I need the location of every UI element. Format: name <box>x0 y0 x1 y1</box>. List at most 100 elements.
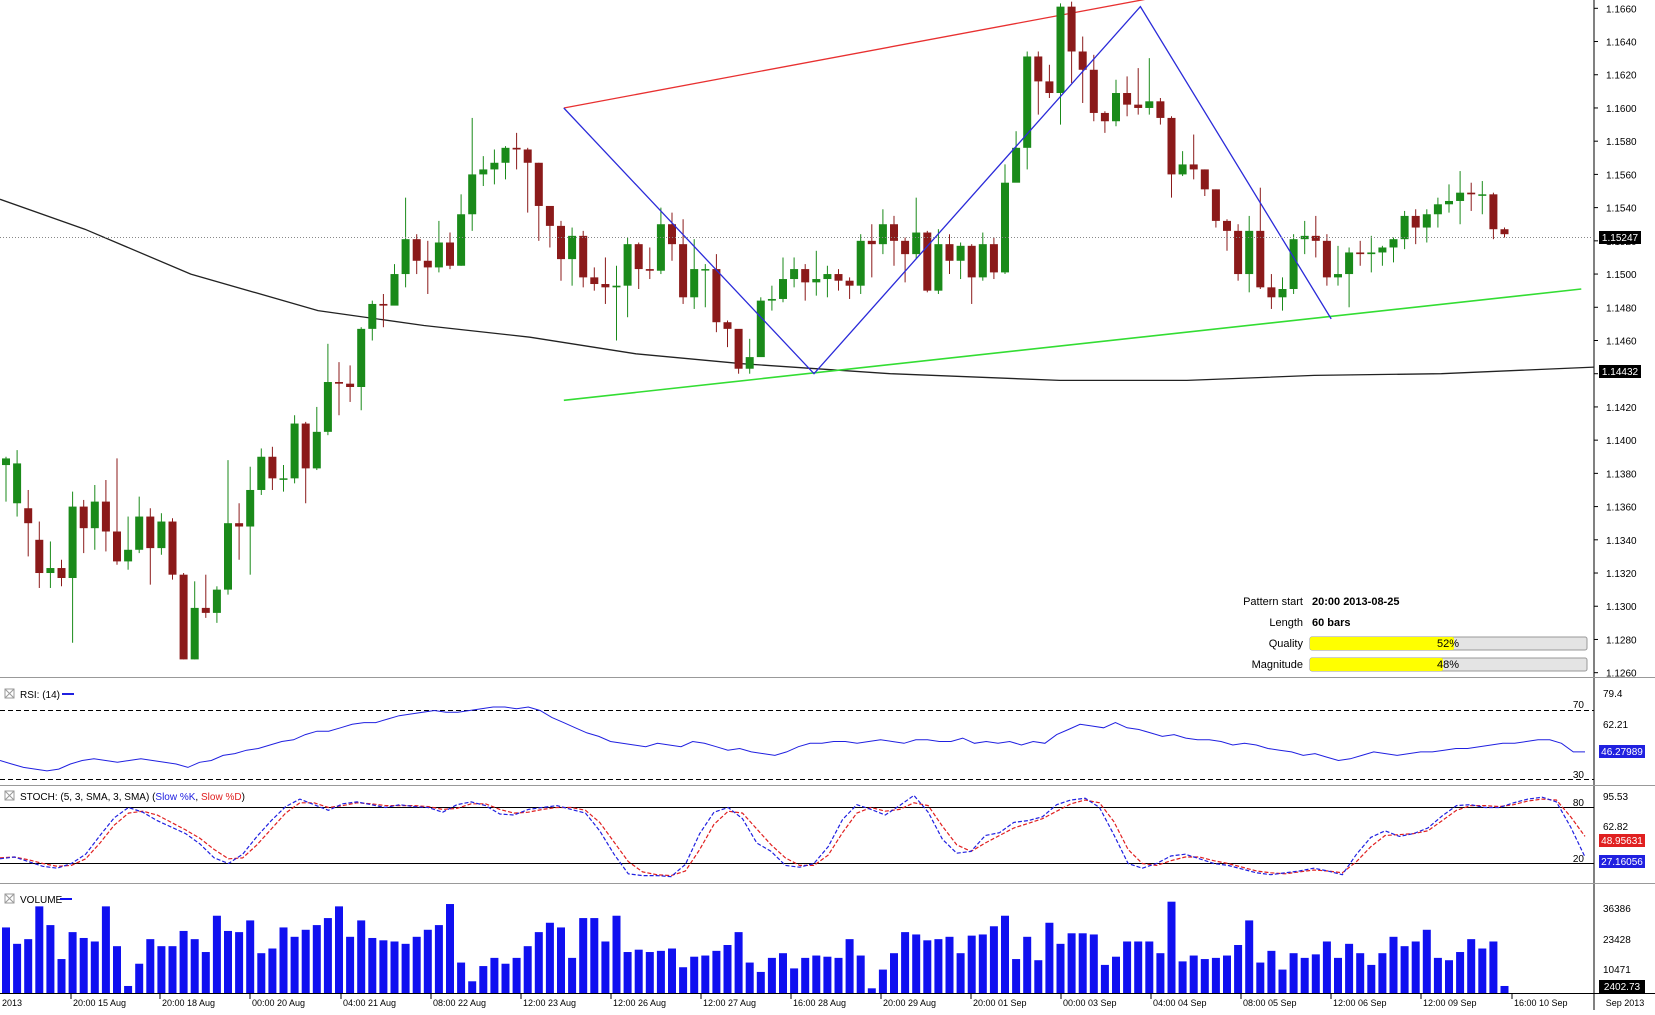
candle-body <box>1145 101 1154 108</box>
candle-body <box>1078 51 1087 70</box>
candle-body <box>701 269 710 271</box>
volume-bar <box>434 925 443 993</box>
candle-body <box>268 456 277 479</box>
candle <box>457 194 466 266</box>
pattern-zigzag <box>563 5 1332 375</box>
volume-bar <box>590 918 599 993</box>
volume-bar <box>212 915 221 993</box>
candle <box>1478 181 1487 215</box>
candle <box>57 559 66 587</box>
candle <box>257 448 266 495</box>
volume-bar <box>801 957 810 993</box>
candle-body <box>1345 252 1354 275</box>
candle <box>1123 76 1132 117</box>
volume-bar <box>13 943 22 993</box>
candle-body <box>878 224 887 245</box>
volume-bar <box>1345 943 1354 993</box>
candle-body <box>190 607 199 660</box>
time-label: 08:00 22 Aug <box>433 998 486 1008</box>
volume-bar <box>479 966 488 993</box>
candle-body <box>357 328 366 387</box>
candle-body <box>623 244 632 286</box>
stoch-close-icon[interactable] <box>4 790 15 801</box>
candle <box>468 117 477 231</box>
candle-body <box>845 280 854 286</box>
candle <box>1056 3 1065 125</box>
candle-body <box>723 322 732 329</box>
candle-body <box>57 568 66 579</box>
volume-bar <box>601 941 610 993</box>
rsi-close-icon[interactable] <box>4 688 15 699</box>
candle <box>368 300 377 341</box>
candle-body <box>601 284 610 288</box>
candle-body <box>212 589 221 613</box>
candle <box>1356 240 1365 266</box>
volume-bar <box>1167 901 1176 993</box>
candle-body <box>1356 252 1365 255</box>
candle <box>623 237 632 318</box>
volume-bar <box>867 988 876 993</box>
candle <box>90 484 99 550</box>
candle-body <box>179 574 188 660</box>
price-tick-label: 1.1340 <box>1606 536 1637 547</box>
time-label: 04:00 04 Sep <box>1153 998 1207 1008</box>
volume-bar <box>224 930 232 993</box>
candle <box>1456 171 1465 225</box>
candle-body <box>490 162 499 170</box>
candle-body <box>1067 6 1076 52</box>
volume-bar <box>401 943 410 993</box>
price-tick-label: 1.1640 <box>1606 38 1637 49</box>
volume-bar <box>1245 920 1254 993</box>
candle <box>1467 182 1476 211</box>
stoch-title: STOCH: (5, 3, SMA, 3, SMA) (Slow %K, Slo… <box>20 792 245 803</box>
candle-body <box>13 463 22 504</box>
candle <box>545 205 554 248</box>
volume-bar <box>124 985 133 993</box>
volume-bar <box>246 920 255 993</box>
volume-bar <box>1311 954 1320 993</box>
magnitude-bar-fill <box>1310 658 1443 671</box>
rsi-axis-mid: 62.21 <box>1603 720 1628 731</box>
volume-axis-mid: 23428 <box>1603 935 1631 946</box>
volume-close-icon[interactable] <box>4 893 15 904</box>
candle <box>1267 274 1276 309</box>
volume-bar <box>712 950 721 993</box>
volume-bar <box>179 930 188 993</box>
volume-bar <box>90 941 99 993</box>
volume-bar <box>1100 964 1109 993</box>
volume-bar <box>734 932 743 993</box>
candle-body <box>1289 239 1298 290</box>
candle-body <box>1045 81 1054 94</box>
candle <box>113 458 121 565</box>
time-label: 00:00 20 Aug <box>252 998 305 1008</box>
candle <box>845 277 854 299</box>
rsi-level-70-label: 70 <box>1573 700 1585 711</box>
volume-bar <box>1367 964 1376 993</box>
lower-trendline <box>563 288 1582 402</box>
volume-bar <box>268 948 277 993</box>
volume-bar <box>235 932 244 993</box>
pattern-line <box>563 5 1332 375</box>
candle <box>878 209 887 255</box>
pattern-info: Pattern start 20:00 2013-08-25 Length 60… <box>1243 596 1588 672</box>
candle-body <box>967 245 976 278</box>
volume-bar <box>46 925 55 993</box>
candle-body <box>323 382 332 432</box>
volume-bar <box>1411 941 1420 993</box>
volume-bar <box>1467 939 1476 993</box>
candle-body <box>1223 220 1231 231</box>
ma-price-box <box>1599 365 1641 378</box>
candle <box>923 230 932 293</box>
volume-bar <box>379 940 388 993</box>
volume-bar <box>1433 957 1442 993</box>
stoch-d-current-label: 48.95631 <box>1601 836 1643 847</box>
volume-bar <box>845 939 854 993</box>
candle-body <box>501 147 510 163</box>
stoch-axis-top: 95.53 <box>1603 792 1628 803</box>
volume-bar <box>1156 953 1165 993</box>
volume-bar <box>756 971 765 993</box>
candle <box>934 229 943 294</box>
candle <box>989 237 998 280</box>
